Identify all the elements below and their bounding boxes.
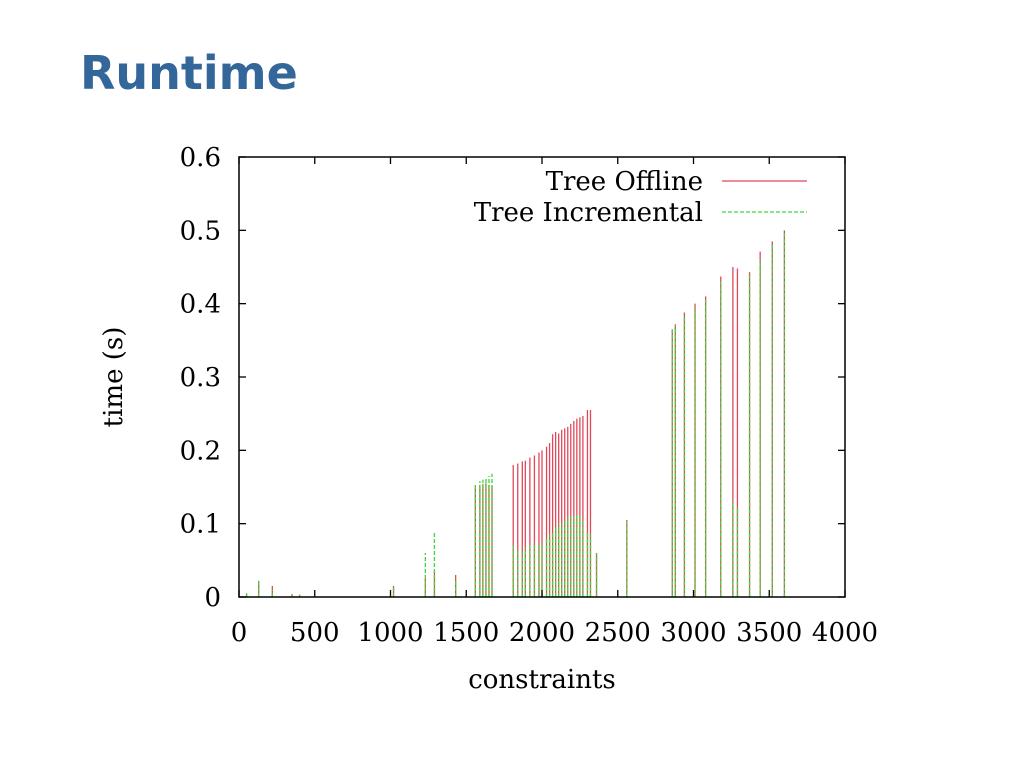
x-tick-label: 1500 xyxy=(433,618,499,648)
x-tick-label: 2500 xyxy=(585,618,651,648)
x-tick-label: 500 xyxy=(290,618,340,648)
y-tick-label: 0.1 xyxy=(180,510,221,540)
x-tick-label: 4000 xyxy=(812,618,878,648)
y-tick-label: 0.5 xyxy=(180,216,221,246)
bars-layer xyxy=(245,230,786,597)
y-tick-label: 0.3 xyxy=(180,363,221,393)
legend-label: Tree Incremental xyxy=(474,198,703,228)
legend-label: Tree Offline xyxy=(546,167,703,197)
x-tick-label: 1000 xyxy=(357,618,423,648)
y-axis-label: time (s) xyxy=(99,327,129,428)
y-tick-label: 0.6 xyxy=(180,143,221,173)
y-tick-label: 0.4 xyxy=(180,290,221,320)
y-tick-label: 0 xyxy=(204,583,221,613)
slide-title: Runtime xyxy=(80,46,298,100)
axes-layer: 0 500 1000 1500 2000 2500 3000 3500 4000 0 0.1 0.2 0… xyxy=(180,143,878,648)
y-tick-label: 0.2 xyxy=(180,436,221,466)
x-axis-label: constraints xyxy=(468,665,616,695)
x-tick-label: 3000 xyxy=(660,618,726,648)
x-tick-label: 0 xyxy=(231,618,248,648)
x-tick-label: 3500 xyxy=(736,618,802,648)
x-tick-label: 2000 xyxy=(509,618,575,648)
